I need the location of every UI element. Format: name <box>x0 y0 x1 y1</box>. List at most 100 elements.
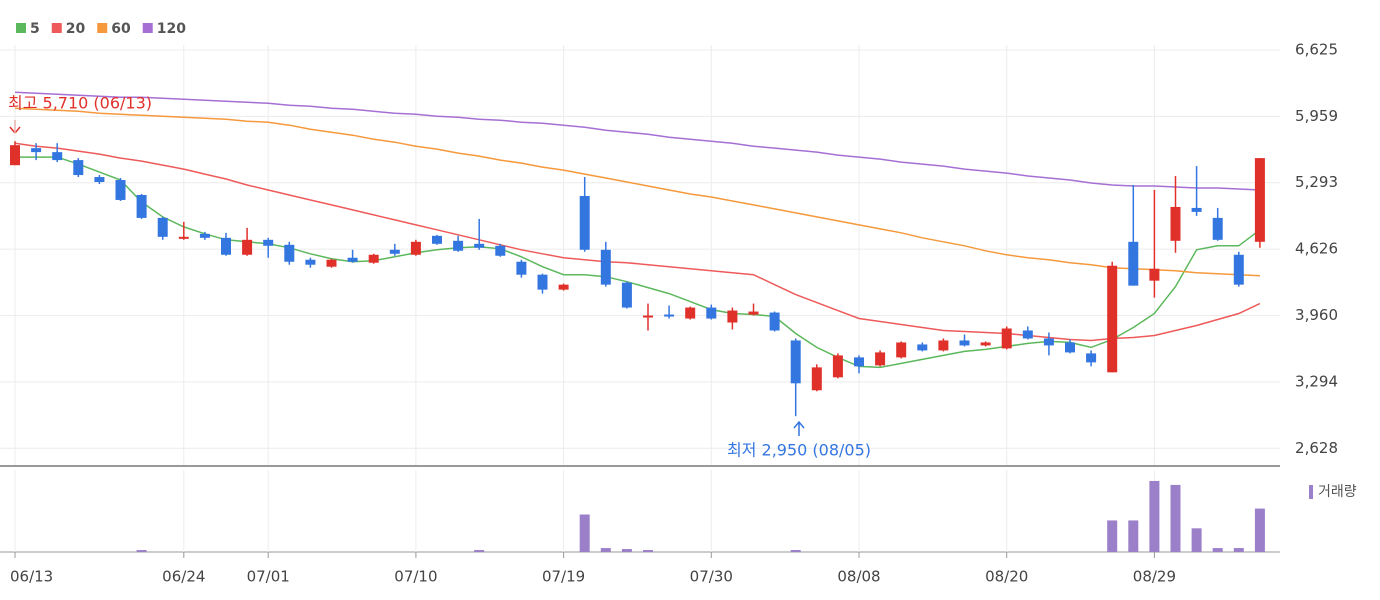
candle-body <box>199 233 210 238</box>
legend-swatch <box>51 23 62 33</box>
candle-body <box>537 274 548 290</box>
candle-body <box>685 307 696 319</box>
annotation-high: 최고 5,710 (06/13) <box>8 94 152 113</box>
candle-body <box>727 310 738 323</box>
legend-swatch <box>97 23 108 33</box>
volume-bar <box>1191 528 1202 552</box>
x-tick-label: 06/24 <box>162 568 205 586</box>
candle-body <box>52 152 63 161</box>
candle-body <box>326 259 337 267</box>
candle-body <box>1107 265 1118 373</box>
candle-body <box>178 236 189 239</box>
candle-body <box>10 145 20 166</box>
y-tick-label: 5,959 <box>1295 107 1338 125</box>
candle-body <box>1043 338 1054 346</box>
candle-body <box>1212 217 1223 240</box>
volume-bar <box>1107 520 1118 552</box>
candle-body <box>706 307 717 319</box>
candle-body <box>558 284 569 290</box>
x-tick-label: 08/29 <box>1133 568 1176 586</box>
candle-body <box>1128 241 1139 286</box>
low-arrow <box>793 420 805 436</box>
candle-body <box>938 340 949 351</box>
x-tick-label: 07/01 <box>247 568 290 586</box>
legend-label: 20 <box>66 21 86 37</box>
volume-bar <box>1212 548 1223 552</box>
candle-body <box>453 240 464 251</box>
candle-body <box>748 311 759 315</box>
candle-body <box>1022 330 1033 339</box>
ma-line <box>14 142 1261 342</box>
annotation-low: 최저 2,950 (08/05) <box>727 441 871 460</box>
volume-bar <box>621 549 632 552</box>
candle-body <box>284 244 295 262</box>
candle-body <box>432 235 442 244</box>
x-tick-label: 06/13 <box>10 568 53 586</box>
candle-body <box>832 355 843 378</box>
candle-body <box>263 239 274 246</box>
x-tick-label: 07/30 <box>690 568 733 586</box>
candle-body <box>1149 268 1160 281</box>
candle-body <box>31 148 42 153</box>
candle-body <box>1191 207 1202 212</box>
legend-swatch <box>16 23 26 33</box>
x-tick-label: 07/10 <box>394 568 437 586</box>
y-tick-label: 6,625 <box>1295 41 1338 59</box>
candle-body <box>1086 353 1097 363</box>
candle-body <box>1001 328 1012 349</box>
candle-body <box>389 249 400 254</box>
candle-body <box>664 314 675 317</box>
y-tick-label: 3,960 <box>1295 306 1338 324</box>
candle-body <box>305 259 316 265</box>
candle-body <box>643 315 653 318</box>
candle-body <box>221 237 231 255</box>
candle-body <box>811 367 822 391</box>
ma-line <box>14 91 1260 191</box>
volume-bar <box>600 548 611 552</box>
y-tick-label: 2,628 <box>1295 439 1338 457</box>
candle-body <box>854 357 864 367</box>
volume-bar <box>1170 484 1181 552</box>
candle-body <box>495 245 506 256</box>
candle-body <box>516 261 527 275</box>
legend-swatch <box>1309 485 1313 499</box>
legend-label: 120 <box>157 21 186 37</box>
candle-body <box>73 160 84 176</box>
candle-body <box>959 340 970 346</box>
candle-body <box>94 177 105 183</box>
y-tick-label: 4,626 <box>1295 240 1338 258</box>
candle-body <box>115 180 126 200</box>
candle-body <box>600 249 611 285</box>
ma-line <box>14 107 1260 277</box>
legend-swatch <box>142 23 153 33</box>
candle-body <box>1170 206 1181 241</box>
candle-body <box>242 239 253 255</box>
volume-bar <box>474 550 485 552</box>
volume-bar <box>1254 508 1265 552</box>
candle-body <box>474 243 485 248</box>
x-tick-label: 07/19 <box>542 568 585 586</box>
candle-body <box>157 217 168 237</box>
candle-body <box>621 282 632 308</box>
volume-bar <box>1128 520 1139 552</box>
candle-body <box>368 254 379 263</box>
volume-bar <box>790 550 801 552</box>
volume-bar <box>1149 480 1160 552</box>
candle-body <box>917 344 928 351</box>
candle-body <box>1233 254 1244 285</box>
legend-label: 5 <box>30 21 40 37</box>
candle-body <box>980 342 991 346</box>
candle-body <box>769 312 780 331</box>
volume-bar <box>136 550 147 552</box>
volume-bar <box>643 550 653 552</box>
candle-body <box>790 340 801 384</box>
candle-body <box>136 194 147 218</box>
candle-body <box>1065 342 1075 353</box>
candle-body <box>347 257 358 262</box>
y-tick-label: 3,294 <box>1295 372 1338 390</box>
y-tick-label: 5,293 <box>1295 173 1338 191</box>
volume-label: 거래량 <box>1318 484 1357 500</box>
candle-body <box>896 342 907 358</box>
candle-body <box>579 195 590 250</box>
